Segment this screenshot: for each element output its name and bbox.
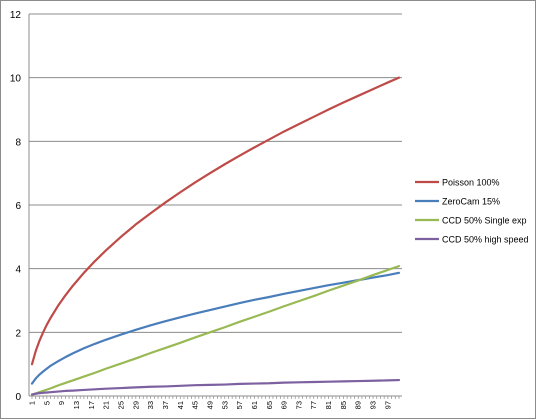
x-tick-label: 29 [131, 401, 140, 409]
series-line-1 [30, 271, 401, 385]
y-tick-label: 4 [15, 265, 21, 276]
x-tick-label: 77 [309, 401, 318, 409]
x-tick-label: 97 [383, 401, 392, 409]
x-tick-label: 49 [205, 401, 214, 409]
legend: Poisson 100% ZeroCam 15% CCD 50% Single ex… [415, 178, 529, 245]
x-tick-label: 5 [42, 401, 51, 405]
series-lines [30, 76, 401, 396]
y-tick-label: 8 [15, 137, 21, 148]
x-tick-label: 73 [294, 401, 303, 409]
y-tick-label: 10 [10, 74, 22, 85]
legend-label: CCD 50% Single exp [442, 216, 527, 226]
x-tick-label: 45 [191, 401, 200, 409]
x-tick-label: 33 [146, 401, 155, 409]
y-tick-label: 0 [15, 392, 21, 403]
y-tick-label: 2 [15, 328, 21, 339]
x-tick-label: 69 [280, 401, 289, 409]
x-tick-label: 89 [354, 401, 363, 409]
x-tick-label: 93 [369, 401, 378, 409]
legend-label: Poisson 100% [442, 178, 500, 188]
y-tick-label: 12 [10, 10, 22, 21]
series-line-0 [30, 76, 401, 366]
x-tick-label: 13 [72, 401, 81, 409]
x-tick-label: 17 [87, 401, 96, 409]
series-line-2 [30, 265, 401, 396]
x-tick-label: 53 [220, 401, 229, 409]
gridlines [29, 13, 402, 333]
axes [28, 14, 402, 399]
x-tick-labels: 1 5 9 13 17 21 25 29 33 37 41 45 49 53 57 61 65 69 73 77 81 8… [28, 401, 393, 409]
x-tick-label: 85 [339, 401, 348, 409]
y-tick-label: 6 [15, 201, 21, 212]
x-tick-label: 81 [324, 401, 333, 409]
series-line-3 [30, 378, 401, 396]
x-tick-label: 61 [250, 401, 259, 409]
x-tick-label: 57 [235, 401, 244, 409]
x-tick-label: 37 [161, 401, 170, 409]
x-tick-label: 21 [102, 401, 111, 409]
x-tick-label: 41 [176, 401, 185, 409]
x-tick-label: 1 [28, 401, 37, 405]
legend-label: ZeroCam 15% [442, 197, 500, 207]
x-tick-label: 65 [265, 401, 274, 409]
x-tick-label: 9 [57, 401, 66, 405]
legend-label: CCD 50% high speed [442, 235, 529, 245]
x-tick-label: 25 [116, 401, 125, 409]
y-tick-labels: 0 2 4 6 8 10 12 [10, 10, 22, 403]
